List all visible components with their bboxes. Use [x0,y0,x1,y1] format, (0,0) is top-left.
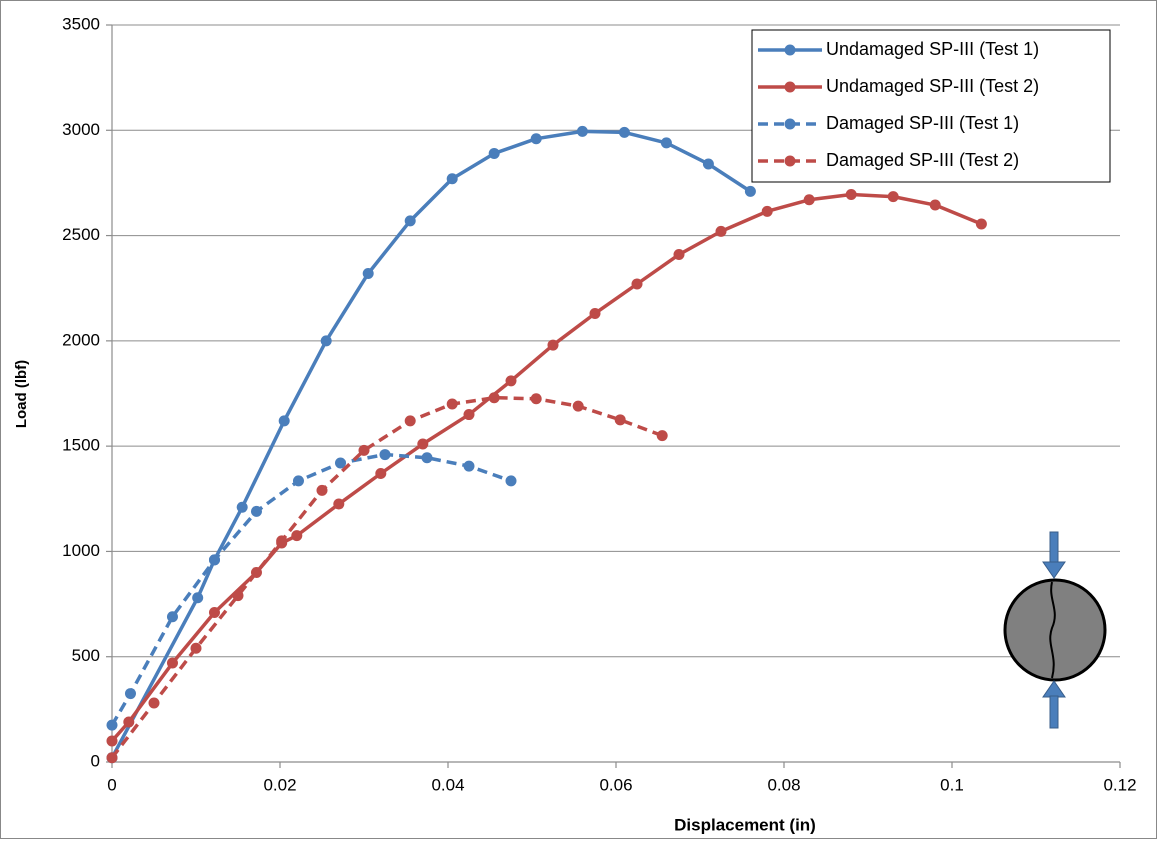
legend-marker [784,155,796,167]
data-point [887,191,899,203]
specimen-icon [1003,531,1107,729]
data-point [250,505,262,517]
data-point [236,501,248,513]
y-tick-label: 2500 [62,225,100,244]
data-point [362,267,374,279]
data-point [316,484,328,496]
x-axis-title: Displacement (in) [674,815,816,834]
data-point [106,735,118,747]
x-tick-label: 0.08 [767,775,800,794]
y-axis-title: Load (lbf) [13,360,30,428]
data-point [618,126,630,138]
legend-box [751,29,1111,183]
data-point [715,225,727,237]
data-point [589,307,601,319]
data-point [375,468,387,480]
data-point [572,400,584,412]
data-point [488,147,500,159]
legend-marker [784,118,796,130]
data-point [421,452,433,464]
data-point [208,554,220,566]
data-point [929,199,941,211]
data-point [123,716,135,728]
y-tick-label: 1000 [62,541,100,560]
legend-label: Undamaged SP-III (Test 2) [826,76,1039,96]
legend-marker [784,81,796,93]
data-point [975,218,987,230]
data-point [278,415,290,427]
data-point [320,335,332,347]
data-point [505,375,517,387]
data-point [148,697,160,709]
data-point [761,205,773,217]
data-point [463,409,475,421]
data-point [673,249,685,261]
data-point [446,398,458,410]
data-point [404,215,416,227]
data-point [232,590,244,602]
x-tick-label: 0.04 [431,775,464,794]
data-point [190,642,202,654]
data-point [505,475,517,487]
data-point [631,278,643,290]
y-tick-label: 3000 [62,120,100,139]
x-tick-label: 0 [107,775,116,794]
data-point [702,158,714,170]
data-point [292,475,304,487]
data-point [488,392,500,404]
data-point [530,133,542,145]
data-point [404,415,416,427]
data-point [379,449,391,461]
data-point [166,657,178,669]
legend-marker [784,44,796,56]
data-point [576,125,588,137]
data-point [333,498,345,510]
x-tick-label: 0.12 [1103,775,1136,794]
data-point [417,438,429,450]
data-point [547,339,559,351]
data-point [358,444,370,456]
data-point [124,688,136,700]
data-point [334,457,346,469]
data-point [530,393,542,405]
data-point [208,606,220,618]
legend-label: Undamaged SP-III (Test 1) [826,39,1039,59]
data-point [803,194,815,206]
data-point [106,719,118,731]
series-line [110,395,663,759]
data-point [276,535,288,547]
data-point [845,189,857,201]
data-point [192,592,204,604]
y-tick-label: 3500 [62,14,100,33]
y-tick-label: 500 [72,646,100,665]
legend-label: Damaged SP-III (Test 1) [826,113,1019,133]
data-point [656,430,668,442]
data-point [660,137,672,149]
data-point [744,185,756,197]
x-tick-label: 0.06 [599,775,632,794]
y-tick-label: 0 [91,751,100,770]
legend-label: Damaged SP-III (Test 2) [826,150,1019,170]
x-tick-label: 0.1 [940,775,964,794]
data-point [446,173,458,185]
x-tick-label: 0.02 [263,775,296,794]
y-tick-label: 2000 [62,330,100,349]
data-point [291,530,303,542]
y-tick-label: 1500 [62,436,100,455]
plot-area [106,24,1121,768]
series-line [110,129,752,759]
data-point [106,752,118,764]
data-point [463,460,475,472]
data-point [166,611,178,623]
data-point [614,414,626,426]
